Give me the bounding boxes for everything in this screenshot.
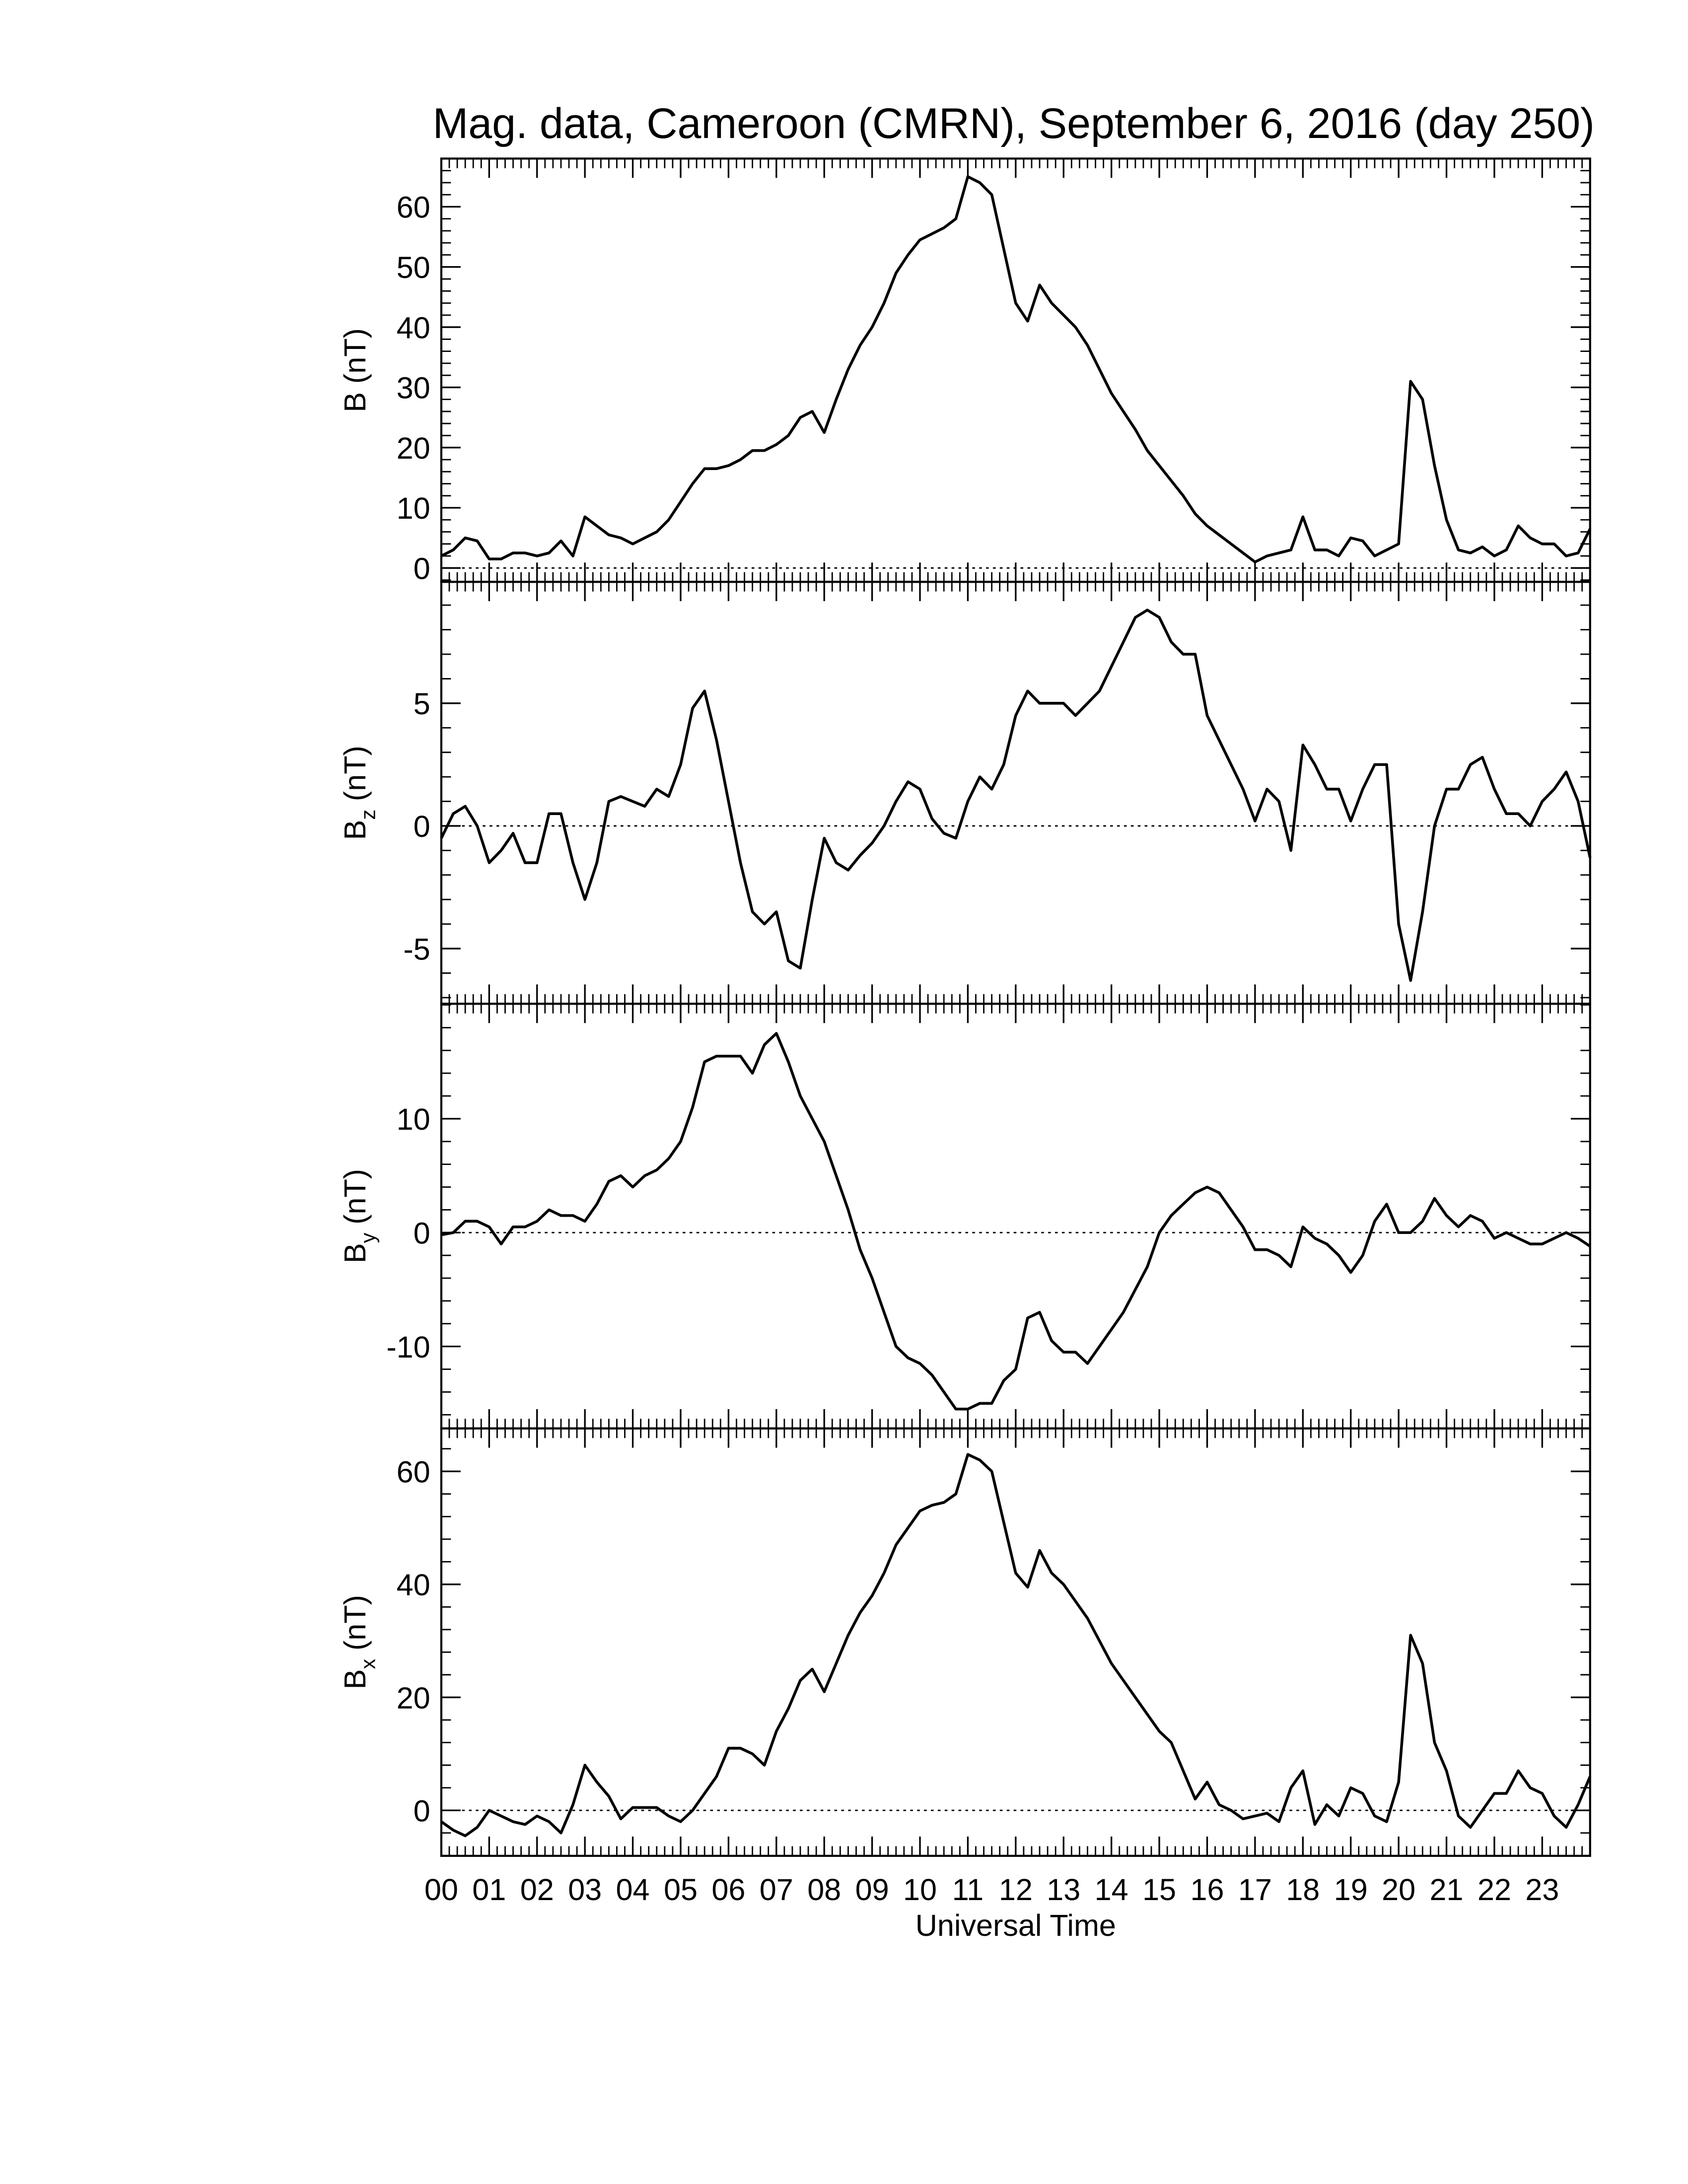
y-label-unit: (nT) bbox=[338, 746, 372, 801]
y-tick-label: 0 bbox=[414, 552, 430, 586]
x-tick-label: 08 bbox=[807, 1873, 841, 1907]
y-axis-label: By (nT) bbox=[338, 1169, 379, 1263]
y-tick-label: -5 bbox=[403, 932, 430, 966]
x-tick-label: 19 bbox=[1334, 1873, 1368, 1907]
x-tick-label: 21 bbox=[1430, 1873, 1464, 1907]
x-tick-label: 12 bbox=[999, 1873, 1033, 1907]
x-tick-label: 15 bbox=[1142, 1873, 1176, 1907]
plot-frame bbox=[440, 1427, 1591, 1857]
y-label-unit: (nT) bbox=[338, 1169, 372, 1225]
x-tick-label: 13 bbox=[1047, 1873, 1080, 1907]
y-tick-label: 20 bbox=[397, 1681, 430, 1715]
y-axis-label: Bx (nT) bbox=[338, 1595, 379, 1689]
y-tick-label: 50 bbox=[397, 251, 430, 284]
y-tick-label: -10 bbox=[386, 1330, 430, 1364]
x-tick-label: 17 bbox=[1238, 1873, 1272, 1907]
y-label-symbol: B bbox=[338, 1243, 372, 1263]
data-line bbox=[440, 1453, 1592, 1838]
y-tick-label: 30 bbox=[397, 371, 430, 405]
y-label-subscript: z bbox=[356, 810, 380, 820]
y-tick-label: 5 bbox=[414, 687, 430, 721]
x-tick-label: 18 bbox=[1286, 1873, 1320, 1907]
x-tick-label: 00 bbox=[424, 1873, 458, 1907]
y-axis-label: B (nT) bbox=[338, 328, 372, 412]
y-label-subscript: y bbox=[356, 1232, 380, 1243]
x-tick-label: 06 bbox=[711, 1873, 745, 1907]
y-tick-label: 60 bbox=[397, 191, 430, 224]
x-tick-label: 22 bbox=[1477, 1873, 1511, 1907]
x-tick-label: 23 bbox=[1525, 1873, 1559, 1907]
y-tick-label: 10 bbox=[397, 1102, 430, 1136]
y-label-unit: (nT) bbox=[338, 328, 372, 384]
x-tick-label: 16 bbox=[1190, 1873, 1224, 1907]
y-tick-label: 40 bbox=[397, 1568, 430, 1602]
y-label-symbol: B bbox=[338, 1669, 372, 1690]
y-label-symbol: B bbox=[338, 392, 372, 412]
y-tick-label: 0 bbox=[414, 1216, 430, 1250]
x-tick-label: 03 bbox=[568, 1873, 602, 1907]
y-tick-label: 20 bbox=[397, 431, 430, 465]
x-axis-label: Universal Time bbox=[915, 1909, 1116, 1942]
y-tick-label: 40 bbox=[397, 311, 430, 344]
y-label-unit: (nT) bbox=[338, 1595, 372, 1650]
y-tick-label: 60 bbox=[397, 1455, 430, 1489]
x-tick-label: 01 bbox=[472, 1873, 506, 1907]
x-tick-label: 14 bbox=[1095, 1873, 1128, 1907]
x-tick-label: 05 bbox=[664, 1873, 698, 1907]
data-line bbox=[440, 175, 1592, 563]
x-tick-label: 20 bbox=[1382, 1873, 1415, 1907]
x-tick-label: 02 bbox=[520, 1873, 554, 1907]
y-tick-label: 0 bbox=[414, 810, 430, 843]
y-label-symbol: B bbox=[338, 820, 372, 840]
y-axis-label: Bz (nT) bbox=[338, 746, 379, 840]
y-tick-label: 10 bbox=[397, 491, 430, 525]
x-tick-label: 09 bbox=[855, 1873, 889, 1907]
x-tick-label: 04 bbox=[616, 1873, 650, 1907]
data-line bbox=[440, 609, 1592, 982]
chart-title: Mag. data, Cameroon (CMRN), September 6,… bbox=[432, 100, 1594, 147]
x-tick-label: 10 bbox=[903, 1873, 937, 1907]
data-line bbox=[441, 1032, 1591, 1411]
x-tick-label: 07 bbox=[760, 1873, 793, 1907]
y-label-subscript: x bbox=[356, 1659, 380, 1669]
x-tick-label: 11 bbox=[952, 1873, 984, 1907]
y-tick-label: 0 bbox=[414, 1794, 430, 1828]
